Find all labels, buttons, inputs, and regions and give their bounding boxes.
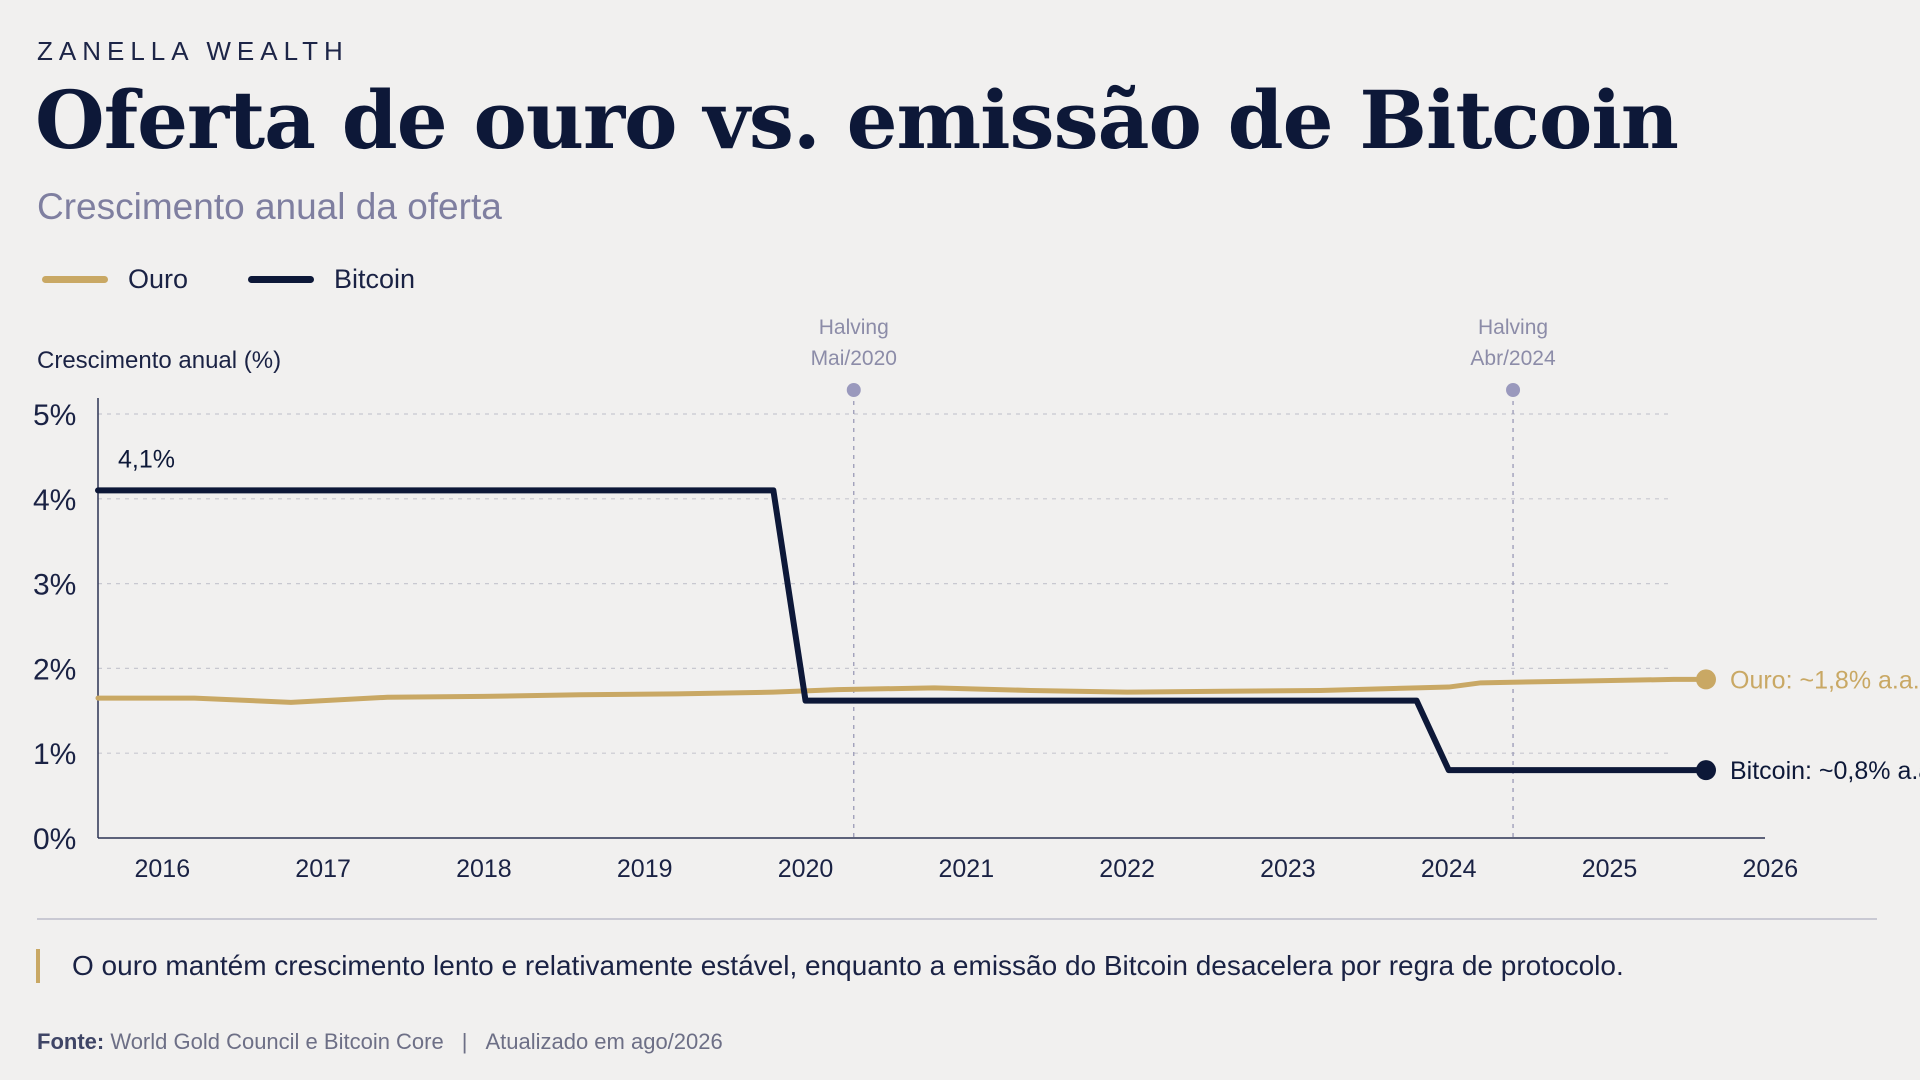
- halving-label: Halving: [1478, 316, 1548, 339]
- y-tick-label: 3%: [33, 569, 76, 602]
- y-tick-label: 5%: [33, 399, 76, 432]
- end-label-ouro: Ouro: ~1,8% a.a.: [1730, 666, 1920, 694]
- brand-name: ZANELLA WEALTH: [37, 36, 349, 66]
- source-separator: |: [461, 1029, 468, 1054]
- note-accent-bar: [36, 949, 40, 983]
- series-line-ouro: [95, 676, 1709, 705]
- x-tick-label: 2018: [456, 855, 512, 883]
- x-tick-label: 2024: [1421, 855, 1477, 883]
- legend-label-bitcoin: Bitcoin: [334, 264, 416, 294]
- end-point-ouro: [1696, 669, 1716, 690]
- x-tick-label: 2026: [1743, 855, 1799, 883]
- source-text: World Gold Council e Bitcoin Core: [110, 1029, 444, 1054]
- x-tick-label: 2019: [617, 855, 673, 883]
- source-label: Fonte:: [37, 1029, 105, 1054]
- x-tick-label: 2023: [1260, 855, 1316, 883]
- chart-note: O ouro mantém crescimento lento e relati…: [72, 950, 1624, 981]
- chart-subtitle: Crescimento anual da oferta: [37, 186, 502, 227]
- x-tick-label: 2020: [778, 855, 834, 883]
- halving-marker: [1506, 383, 1521, 397]
- end-label-bitcoin: Bitcoin: ~0,8% a.a.: [1730, 757, 1920, 785]
- y-tick-label: 0%: [33, 823, 76, 856]
- series-line-bitcoin: [95, 487, 1709, 774]
- y-tick-label: 1%: [33, 738, 76, 771]
- end-point-bitcoin: [1696, 760, 1716, 781]
- x-tick-label: 2022: [1099, 855, 1155, 883]
- legend-item-ouro: Ouro: [42, 264, 188, 295]
- source-line: Fonte: World Gold Council e Bitcoin Core…: [37, 1029, 723, 1055]
- legend-swatch-bitcoin: [248, 276, 315, 283]
- legend-swatch-ouro: [42, 276, 108, 283]
- divider: [37, 918, 1877, 920]
- y-tick-label: 2%: [33, 653, 76, 686]
- halving-date-label: Abr/2024: [1470, 347, 1556, 370]
- y-axis-label: Crescimento anual (%): [37, 347, 282, 374]
- legend-item-bitcoin: Bitcoin: [248, 264, 415, 295]
- start-label-bitcoin: 4,1%: [118, 445, 175, 473]
- x-tick-label: 2025: [1582, 855, 1638, 883]
- x-tick-label: 2021: [939, 855, 995, 883]
- source-updated: Atualizado em ago/2026: [485, 1029, 723, 1054]
- line-chart: 0% 1% 2% 3% 4% 5% 2016 2017 2018 2019 2020 2021 2022…: [33, 316, 1920, 883]
- halving-marker: [846, 383, 861, 397]
- legend-label-ouro: Ouro: [128, 264, 189, 294]
- chart-title: Oferta de ouro vs. emissão de Bitcoin: [35, 73, 1679, 167]
- halving-date-label: Mai/2020: [811, 347, 897, 370]
- x-tick-label: 2017: [295, 855, 351, 883]
- y-tick-label: 4%: [33, 484, 76, 517]
- chart-legend: Ouro Bitcoin: [42, 264, 475, 295]
- halving-label: Halving: [819, 316, 889, 339]
- x-tick-label: 2016: [135, 855, 191, 883]
